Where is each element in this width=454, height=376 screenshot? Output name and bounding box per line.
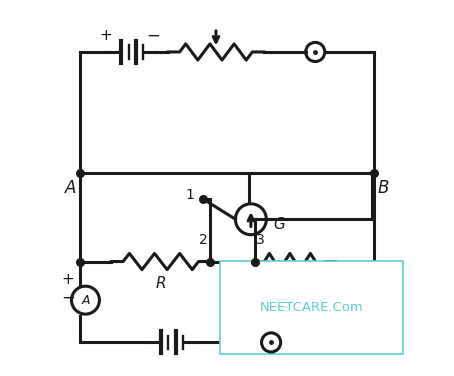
- Text: A: A: [81, 294, 90, 307]
- Text: 3: 3: [256, 233, 265, 247]
- Text: 1: 1: [186, 188, 195, 202]
- Text: 2: 2: [199, 233, 207, 247]
- Text: A: A: [65, 179, 76, 197]
- Text: B: B: [378, 179, 389, 197]
- Text: G: G: [273, 217, 285, 232]
- Text: −: −: [147, 26, 160, 44]
- Text: −: −: [61, 288, 75, 306]
- Text: R: R: [156, 276, 166, 291]
- Text: X: X: [290, 276, 300, 291]
- Text: NEETCARE.Com: NEETCARE.Com: [260, 301, 364, 314]
- Text: +: +: [99, 28, 112, 43]
- Text: +: +: [62, 273, 74, 287]
